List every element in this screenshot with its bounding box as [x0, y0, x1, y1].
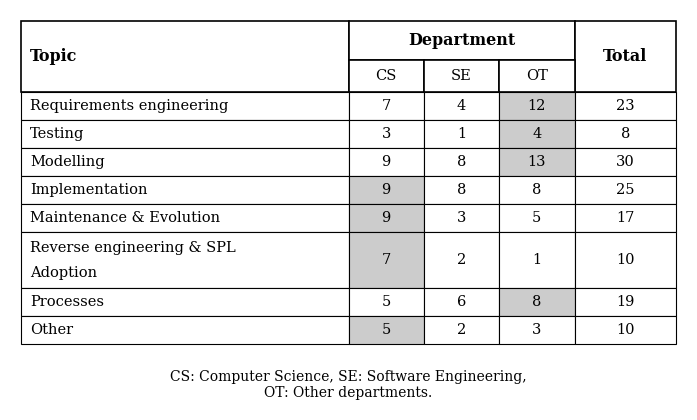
Text: 7: 7: [381, 253, 391, 267]
Text: 8: 8: [533, 183, 542, 197]
Bar: [574, 120, 676, 148]
Text: 13: 13: [528, 155, 546, 169]
Bar: [21, 148, 348, 176]
Bar: [574, 148, 676, 176]
Bar: [348, 21, 574, 60]
Text: CS: Computer Science, SE: Software Engineering,
OT: Other departments.: CS: Computer Science, SE: Software Engin…: [170, 370, 527, 400]
Text: 5: 5: [533, 211, 542, 225]
Bar: [21, 92, 348, 120]
Text: Department: Department: [408, 32, 515, 49]
Bar: [21, 204, 348, 232]
Text: CS: CS: [376, 69, 397, 83]
Text: 9: 9: [381, 211, 391, 225]
Bar: [574, 289, 676, 316]
Bar: [424, 204, 499, 232]
Bar: [348, 232, 424, 289]
Text: 30: 30: [616, 155, 635, 169]
Text: 19: 19: [616, 295, 634, 310]
Text: 6: 6: [457, 295, 466, 310]
Text: 9: 9: [381, 155, 391, 169]
Bar: [574, 204, 676, 232]
Bar: [21, 289, 348, 316]
Text: Adoption: Adoption: [30, 265, 97, 280]
Bar: [21, 316, 348, 344]
Text: Maintenance & Evolution: Maintenance & Evolution: [30, 211, 220, 225]
Bar: [348, 60, 424, 92]
Text: OT: OT: [526, 69, 548, 83]
Bar: [424, 148, 499, 176]
Text: 7: 7: [381, 99, 391, 113]
Text: Testing: Testing: [30, 127, 84, 141]
Text: 8: 8: [457, 183, 466, 197]
Bar: [574, 21, 676, 92]
Bar: [499, 60, 574, 92]
Bar: [574, 92, 676, 120]
Text: 12: 12: [528, 99, 546, 113]
Bar: [499, 176, 574, 204]
Bar: [21, 120, 348, 148]
Text: Implementation: Implementation: [30, 183, 148, 197]
Bar: [424, 289, 499, 316]
Bar: [574, 316, 676, 344]
Text: 8: 8: [620, 127, 630, 141]
Text: 25: 25: [616, 183, 634, 197]
Bar: [499, 92, 574, 120]
Text: 2: 2: [457, 253, 466, 267]
Text: 3: 3: [533, 323, 542, 337]
Text: SE: SE: [451, 69, 472, 83]
Text: 5: 5: [381, 323, 391, 337]
Text: 8: 8: [533, 295, 542, 310]
Bar: [348, 148, 424, 176]
Text: Other: Other: [30, 323, 73, 337]
Bar: [424, 176, 499, 204]
Text: Processes: Processes: [30, 295, 104, 310]
Bar: [424, 316, 499, 344]
Bar: [21, 176, 348, 204]
Text: 3: 3: [457, 211, 466, 225]
Bar: [499, 120, 574, 148]
Text: Total: Total: [603, 48, 648, 65]
Text: 1: 1: [533, 253, 542, 267]
Bar: [348, 92, 424, 120]
Bar: [348, 120, 424, 148]
Text: 4: 4: [457, 99, 466, 113]
Bar: [348, 204, 424, 232]
Bar: [499, 204, 574, 232]
Text: 10: 10: [616, 253, 634, 267]
Bar: [574, 232, 676, 289]
Text: 1: 1: [457, 127, 466, 141]
Bar: [499, 289, 574, 316]
Bar: [574, 176, 676, 204]
Bar: [348, 316, 424, 344]
Text: 23: 23: [616, 99, 635, 113]
Text: 5: 5: [381, 295, 391, 310]
Bar: [499, 148, 574, 176]
Text: Topic: Topic: [30, 48, 77, 65]
Text: 17: 17: [616, 211, 634, 225]
Bar: [424, 120, 499, 148]
Text: 10: 10: [616, 323, 634, 337]
Text: Modelling: Modelling: [30, 155, 105, 169]
Bar: [424, 60, 499, 92]
Text: 9: 9: [381, 183, 391, 197]
Bar: [424, 92, 499, 120]
Text: Reverse engineering & SPL: Reverse engineering & SPL: [30, 241, 236, 255]
Text: 3: 3: [381, 127, 391, 141]
Text: 2: 2: [457, 323, 466, 337]
Text: 4: 4: [533, 127, 542, 141]
Text: Requirements engineering: Requirements engineering: [30, 99, 229, 113]
Bar: [424, 232, 499, 289]
Bar: [21, 232, 348, 289]
Bar: [499, 316, 574, 344]
Bar: [499, 232, 574, 289]
Bar: [21, 21, 348, 92]
Bar: [348, 289, 424, 316]
Text: 8: 8: [457, 155, 466, 169]
Bar: [348, 176, 424, 204]
